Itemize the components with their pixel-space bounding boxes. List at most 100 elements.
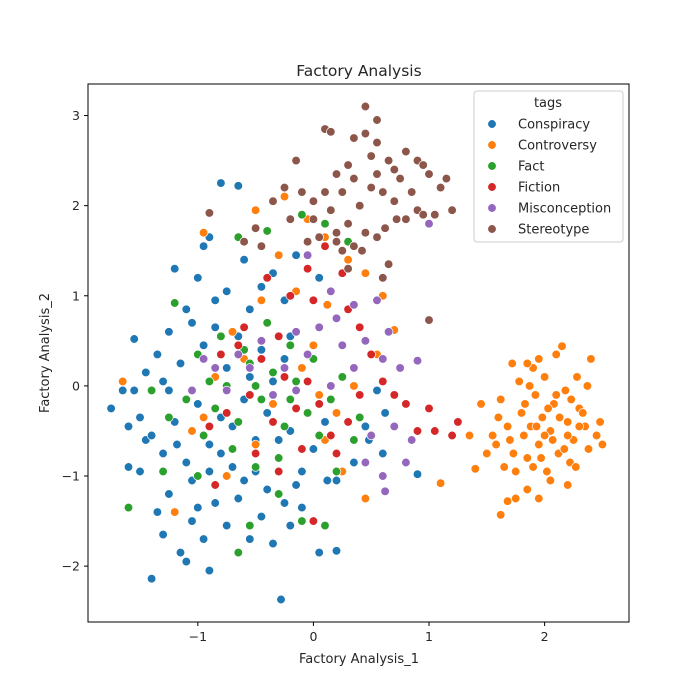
- data-point: [158, 448, 168, 459]
- data-point: [543, 403, 553, 414]
- data-point: [227, 462, 238, 472]
- data-point: [534, 493, 544, 504]
- data-point: [560, 385, 571, 396]
- data-point: [586, 354, 596, 364]
- data-point: [563, 430, 573, 441]
- data-point: [383, 259, 394, 269]
- data-point: [519, 430, 529, 441]
- data-point: [511, 493, 521, 504]
- data-point: [380, 486, 390, 496]
- data-point: [152, 507, 163, 517]
- data-point: [366, 430, 376, 441]
- legend-marker: [487, 119, 497, 129]
- data-point: [380, 223, 390, 233]
- data-point: [308, 340, 319, 350]
- data-point: [505, 435, 515, 445]
- data-point: [250, 439, 261, 450]
- data-point: [493, 412, 504, 423]
- data-point: [181, 457, 191, 468]
- data-point: [297, 516, 307, 526]
- data-point: [291, 250, 301, 260]
- data-point: [239, 255, 249, 265]
- data-point: [401, 146, 411, 157]
- chart-title: Factory Analysis: [296, 62, 421, 80]
- data-point: [530, 390, 541, 400]
- data-point: [412, 356, 423, 366]
- data-point: [401, 457, 411, 468]
- data-point: [302, 237, 313, 247]
- legend-label: Fact: [518, 160, 545, 175]
- data-point: [407, 435, 417, 445]
- data-point: [349, 435, 359, 445]
- data-point: [496, 394, 506, 405]
- x-tick-label: 1: [425, 629, 433, 644]
- data-point: [279, 354, 290, 364]
- data-point: [331, 313, 342, 323]
- data-point: [268, 399, 278, 409]
- data-point: [274, 489, 284, 499]
- legend-marker: [487, 161, 497, 171]
- data-point: [355, 390, 365, 400]
- data-point: [557, 341, 567, 351]
- data-point: [355, 412, 365, 423]
- data-point: [360, 101, 371, 112]
- data-point: [118, 385, 128, 396]
- data-point: [391, 214, 402, 224]
- data-point: [268, 196, 278, 206]
- data-point: [256, 345, 267, 355]
- data-point: [522, 484, 532, 495]
- data-point: [366, 349, 376, 360]
- data-point: [407, 187, 417, 197]
- data-point: [597, 439, 608, 450]
- data-point: [508, 448, 519, 459]
- data-point: [245, 363, 255, 373]
- data-point: [216, 178, 226, 188]
- x-tick-label: −1: [189, 629, 207, 644]
- data-point: [302, 376, 313, 387]
- data-point: [343, 219, 353, 229]
- data-point: [233, 547, 243, 558]
- data-point: [563, 417, 573, 427]
- data-point: [314, 547, 324, 558]
- data-point: [360, 336, 371, 346]
- data-point: [559, 444, 569, 454]
- data-point: [539, 372, 550, 382]
- data-point: [279, 191, 290, 202]
- data-point: [314, 322, 324, 332]
- data-point: [337, 340, 347, 350]
- data-point: [256, 295, 267, 305]
- data-point: [322, 475, 332, 486]
- data-point: [360, 457, 371, 468]
- data-point: [204, 466, 215, 477]
- data-point: [146, 574, 157, 584]
- data-point: [245, 304, 255, 314]
- data-point: [389, 164, 399, 175]
- data-point: [262, 273, 272, 283]
- plot-frame: [87, 83, 630, 623]
- data-point: [582, 381, 593, 391]
- data-point: [279, 182, 290, 193]
- data-point: [123, 502, 134, 513]
- data-point: [464, 430, 475, 441]
- data-point: [470, 464, 480, 474]
- data-point: [193, 273, 203, 283]
- data-point: [198, 228, 209, 238]
- data-point: [262, 226, 272, 236]
- data-point: [222, 286, 232, 296]
- legend-label: Conspiracy: [518, 118, 590, 133]
- data-point: [279, 421, 290, 432]
- data-point: [326, 430, 336, 441]
- data-point: [256, 354, 267, 364]
- data-point: [279, 363, 290, 373]
- data-point: [372, 169, 382, 179]
- data-point: [268, 367, 278, 378]
- data-point: [262, 484, 272, 495]
- data-point: [372, 385, 382, 396]
- data-point: [274, 331, 284, 341]
- data-point: [502, 496, 513, 506]
- y-tick-label: 2: [72, 198, 80, 213]
- data-point: [349, 173, 359, 184]
- data-point: [146, 430, 157, 441]
- data-point: [198, 430, 209, 441]
- data-point: [291, 480, 301, 490]
